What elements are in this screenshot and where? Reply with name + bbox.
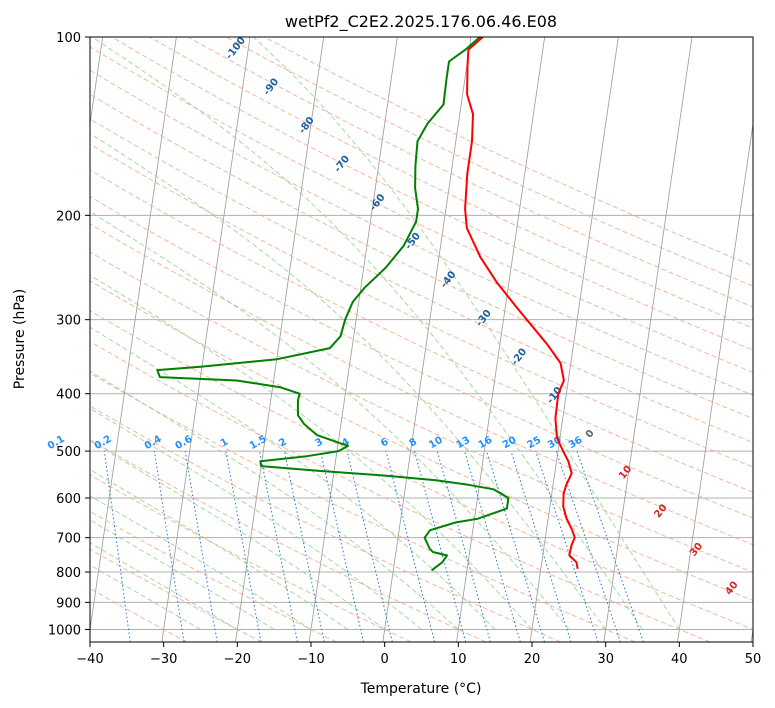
moist-adiabat-line	[252, 37, 680, 630]
mixing-ratio-label: 6	[379, 436, 391, 449]
dry-adiabat-line	[90, 310, 753, 630]
moist-adiabat-line	[90, 210, 570, 630]
isotherm-line	[750, 626, 753, 642]
moist-adiabat-line	[90, 542, 238, 630]
x-axis-ticks: −40 −30 −20 −10 0 10 20 30 40 50	[76, 642, 761, 667]
y-tick-label: 700	[56, 532, 81, 547]
isotherm-line	[603, 37, 693, 642]
mixing-ratio-line	[555, 450, 621, 642]
dry-adiabat-line	[90, 548, 262, 642]
x-tick-label: −20	[224, 652, 251, 667]
dry-adiabat-line	[90, 340, 711, 642]
x-tick-label: −10	[297, 652, 324, 667]
isotherm-line	[235, 37, 325, 642]
isotherm-line	[456, 37, 546, 642]
x-tick-label: 20	[524, 652, 541, 667]
moist-adiabat-line	[90, 407, 422, 630]
y-tick-label: 1000	[48, 623, 81, 638]
y-tick-label: 900	[56, 596, 81, 611]
dry-adiabat-line	[90, 439, 487, 642]
x-tick-label: −30	[150, 652, 177, 667]
dry-adiabat-line	[90, 196, 753, 519]
plot-frame	[89, 36, 754, 643]
mixing-ratio-line	[436, 450, 491, 642]
y-axis-label: Pressure (hPa)	[12, 289, 28, 389]
dry-adiabat-line	[225, 37, 753, 287]
background-lines	[90, 37, 753, 642]
dry-adiabat-line	[90, 372, 636, 642]
y-tick-label: 500	[56, 445, 81, 460]
mixing-ratio-line	[283, 451, 325, 642]
dry-adiabat-line	[90, 69, 753, 396]
x-tick-label: 30	[597, 652, 614, 667]
x-tick-label: 50	[745, 652, 762, 667]
mixing-ratio-line	[184, 451, 218, 642]
mixing-ratio-line	[225, 451, 262, 642]
dry-adiabat-line	[90, 93, 753, 420]
x-tick-label: 40	[671, 652, 688, 667]
temperature-profile-line	[464, 37, 579, 569]
dry-adiabat-line	[90, 169, 753, 493]
dewpoint-profile-line	[156, 37, 510, 572]
moist-adiabat-line	[90, 370, 459, 630]
mixing-ratio-line	[535, 450, 599, 642]
isotherm-line	[677, 121, 753, 642]
chart-title: wetPf2_C2E2.2025.176.06.46.E08	[285, 12, 557, 32]
mixing-ratio-line	[486, 450, 545, 642]
moist-adiabat-line	[90, 326, 496, 630]
dry-adiabat-line	[90, 474, 412, 642]
mixing-ratio-label: 3	[313, 436, 325, 449]
mixing-ratio-line	[414, 450, 467, 642]
y-tick-label: 800	[56, 566, 81, 581]
mixing-ratio-label: 1	[219, 436, 231, 449]
dry-adiabat-line	[90, 118, 753, 444]
y-tick-label: 200	[56, 209, 81, 224]
sounding-profiles	[156, 37, 579, 572]
x-tick-label: −40	[76, 652, 103, 667]
mixing-ratio-label: 4	[340, 436, 352, 449]
mixing-ratio-line	[346, 450, 393, 642]
x-axis-label: Temperature (°C)	[360, 681, 482, 697]
mixing-ratio-line	[385, 450, 436, 642]
mixing-ratio-line	[464, 450, 521, 642]
moist-adiabat-line	[90, 132, 607, 630]
moist-adiabat-line	[90, 519, 275, 630]
mixing-ratio-label: 8	[407, 436, 419, 449]
x-tick-label: 10	[450, 652, 467, 667]
isotherm-line	[382, 37, 472, 642]
mixing-ratio-line	[576, 450, 644, 642]
moist-adiabat-line	[90, 564, 201, 630]
y-axis-ticks: 100 200 300 400 500 600 700 800 900 1000	[48, 31, 90, 638]
dry-adiabat-line	[90, 251, 753, 573]
moist-adiabat-line	[90, 468, 349, 630]
y-tick-label: 400	[56, 388, 81, 403]
moist-adiabat-line	[90, 440, 385, 630]
dry-adiabat-line	[90, 143, 753, 468]
mixing-ratio-label: 2	[277, 436, 289, 449]
mixing-ratio-line	[153, 451, 185, 642]
mixing-ratio-line	[259, 451, 298, 642]
isotherm-line	[90, 37, 177, 633]
mixing-ratio-line	[510, 450, 572, 642]
y-tick-label: 300	[56, 314, 81, 329]
isotherm-line	[529, 37, 619, 642]
x-tick-label: 0	[381, 652, 389, 667]
isotherm-line	[308, 37, 398, 642]
y-tick-label: 100	[56, 31, 81, 46]
mixing-ratio-line	[320, 450, 364, 642]
y-tick-label: 600	[56, 492, 81, 507]
mixing-ratio-line	[103, 451, 131, 642]
